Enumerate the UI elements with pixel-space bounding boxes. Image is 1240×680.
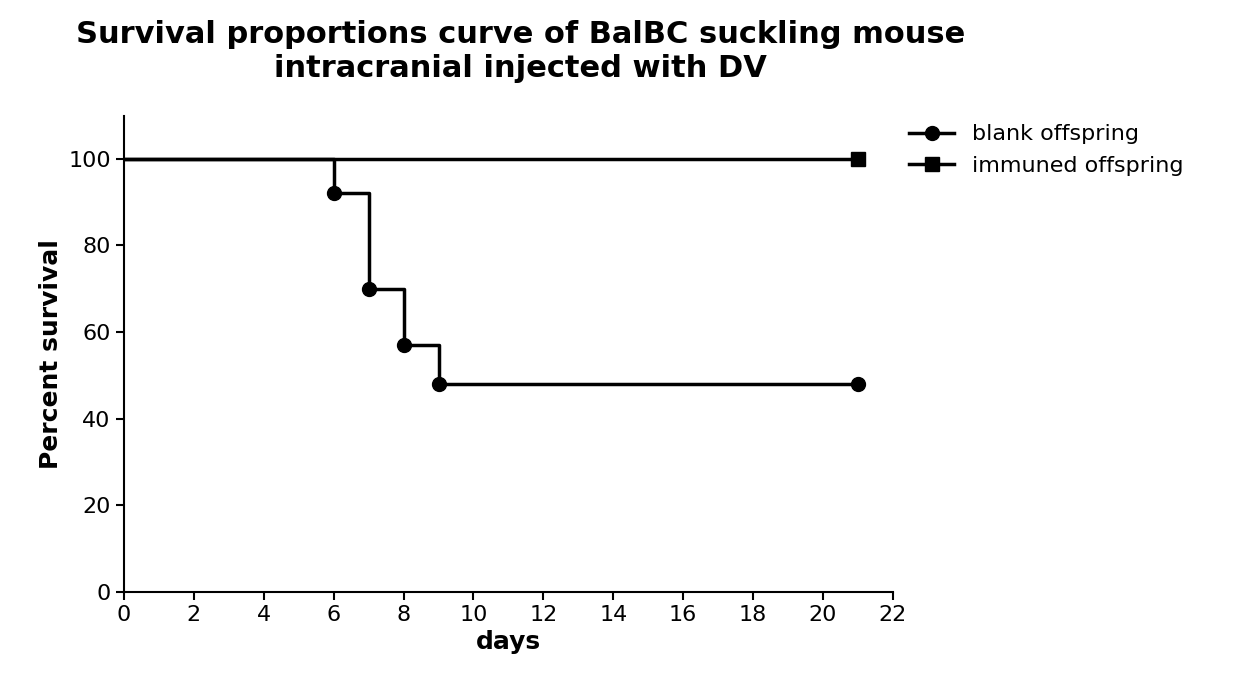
Y-axis label: Percent survival: Percent survival (38, 239, 63, 469)
Text: Survival proportions curve of BalBC suckling mouse
intracranial injected with DV: Survival proportions curve of BalBC suck… (76, 20, 966, 83)
Legend: blank offspring, immuned offspring: blank offspring, immuned offspring (900, 116, 1192, 184)
X-axis label: days: days (476, 630, 541, 654)
